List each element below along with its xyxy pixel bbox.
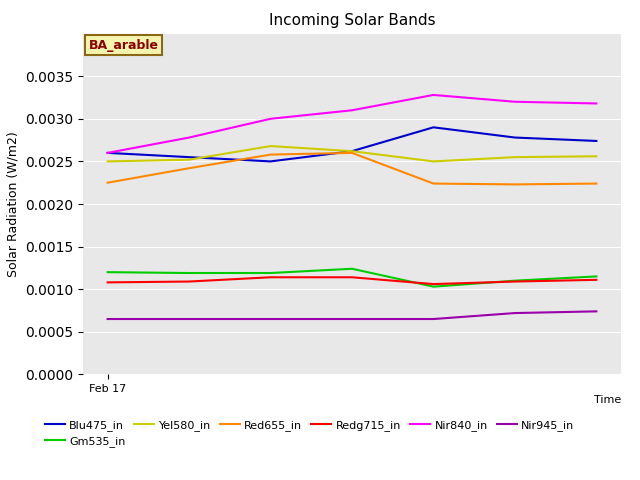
Text: Time: Time [593, 395, 621, 405]
Title: Incoming Solar Bands: Incoming Solar Bands [269, 13, 435, 28]
Y-axis label: Solar Radiation (W/m2): Solar Radiation (W/m2) [6, 131, 20, 277]
Legend: Blu475_in, Gm535_in, Yel580_in, Red655_in, Redg715_in, Nir840_in, Nir945_in: Blu475_in, Gm535_in, Yel580_in, Red655_i… [40, 415, 579, 452]
Text: BA_arable: BA_arable [88, 39, 159, 52]
